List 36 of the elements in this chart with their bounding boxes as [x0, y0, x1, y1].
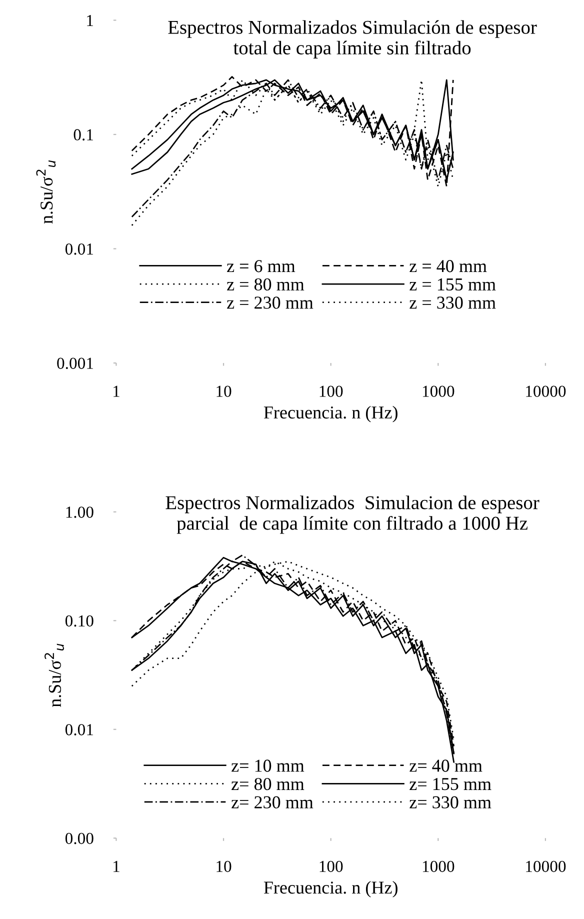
x-tick-label: 10: [216, 860, 232, 872]
y-tick-label: 0.10: [65, 615, 94, 627]
legend-label: z= 155 mm: [410, 778, 492, 790]
x-tick-label: 10000: [526, 386, 566, 397]
x-tick-label: 1: [114, 860, 120, 872]
legend-label: z = 230 mm: [227, 296, 314, 309]
chart-title: Espectros Normalizados Simulacion de espesor parcial de capa límite con filtrado a 1000 Hz: [166, 496, 540, 534]
y-tick-label: 0.01: [65, 724, 93, 736]
y-tick-label: 0.01: [65, 243, 93, 255]
legend-label: z = 80 mm: [227, 278, 304, 291]
y-tick-label: 0.1: [74, 129, 93, 140]
legend-label: z= 230 mm: [232, 796, 314, 808]
x-tick-label: 1000: [422, 386, 454, 397]
legend-label: z = 330 mm: [410, 296, 496, 309]
y-tick-label: 0.001: [57, 358, 93, 370]
x-axis-title: Frecuencia. n (Hz): [264, 406, 398, 422]
legend-label: z = 40 mm: [410, 260, 487, 272]
y-axis-title: n.Su/σ$^{2}$$_{u}$: [44, 644, 64, 707]
x-tick-label: 100: [320, 386, 343, 397]
legend-label: z= 10 mm: [232, 760, 304, 772]
y-tick-label: 0.00: [65, 832, 94, 844]
y-axis-title: n.Su/σ$^{2}$$_{u}$: [36, 160, 56, 224]
y-tick-label: 1: [87, 15, 93, 26]
legend-label: z = 6 mm: [227, 260, 296, 272]
x-tick-label: 100: [320, 860, 343, 872]
y-tick-label: 1.00: [66, 506, 94, 518]
x-tick-label: 1: [114, 386, 120, 397]
legend-label: z= 40 mm: [410, 760, 482, 772]
legend-label: z= 80 mm: [232, 778, 304, 790]
x-tick-label: 1000: [422, 860, 454, 872]
x-tick-label: 10000: [526, 860, 566, 872]
legend-label: z= 330 mm: [410, 796, 492, 808]
legend-label: z = 155 mm: [410, 278, 496, 291]
chart-title: Espectros Normalizados Simulación de espesor total de capa límite sin filtrado: [168, 20, 537, 58]
x-axis-title: Frecuencia. n (Hz): [264, 881, 398, 898]
x-tick-label: 10: [216, 386, 232, 397]
